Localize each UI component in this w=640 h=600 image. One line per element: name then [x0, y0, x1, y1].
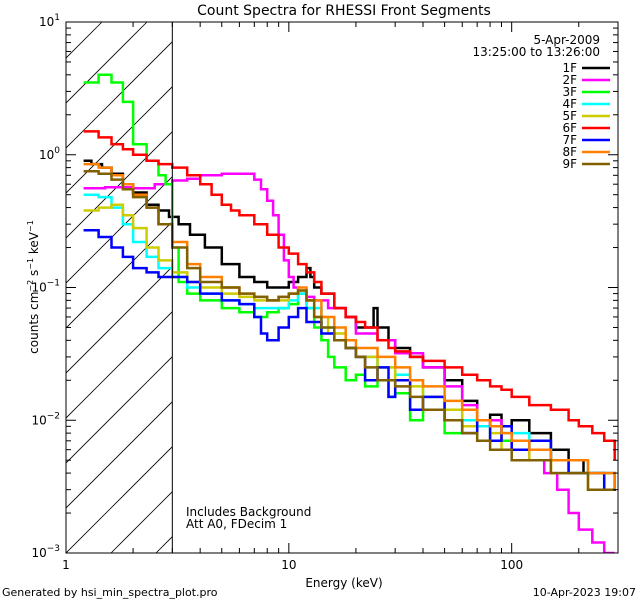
y-label-base: counts cm [27, 292, 41, 354]
series-9F [83, 170, 615, 491]
y-tick-base: 10 [31, 281, 46, 295]
y-tick-exp: 0 [54, 146, 60, 156]
legend-date: 5-Apr-2009 [533, 33, 600, 47]
y-label-mid1: s [27, 270, 41, 280]
footer-timestamp: 10-Apr-2023 19:07 [533, 586, 636, 599]
legend-label-1F: 1F [562, 61, 577, 75]
legend-label-9F: 9F [562, 157, 577, 171]
hatch-line [66, 356, 173, 464]
annotation-background: Includes Background [186, 505, 311, 519]
hatch-line [66, 401, 173, 509]
y-axis-label: counts cm−2 s−1 keV−1 [26, 220, 41, 354]
legend-label-4F: 4F [562, 97, 577, 111]
legend-label-3F: 3F [562, 85, 577, 99]
annotation-attenuator: Att A0, FDecim 1 [186, 517, 287, 531]
series-6F [83, 130, 616, 461]
x-tick-label: 10 [281, 558, 296, 572]
hatch-line [66, 446, 173, 553]
y-tick-base: 10 [31, 413, 46, 427]
y-tick-label: 101 [39, 13, 60, 29]
footer-generated-by: Generated by hsi_min_spectra_plot.pro [2, 586, 218, 599]
series-lines [83, 73, 616, 553]
y-tick-base: 10 [39, 148, 54, 162]
y-label-exp1: −2 [26, 280, 35, 292]
hatch-region [66, 22, 173, 553]
y-tick-exp: 1 [54, 13, 60, 23]
y-label-exp3: −1 [26, 220, 35, 232]
legend-label-7F: 7F [562, 133, 577, 147]
legend-label-8F: 8F [562, 145, 577, 159]
x-axis-label: Energy (keV) [305, 576, 382, 590]
plot-frame [65, 21, 619, 554]
hatch-line [66, 41, 173, 149]
legend-time-range: 13:25:00 to 13:26:00 [473, 45, 600, 59]
y-tick-label: 10−1 [31, 279, 60, 295]
hatch-line [66, 86, 173, 194]
y-label-mid2: keV [27, 231, 41, 258]
legend-label-2F: 2F [562, 73, 577, 87]
y-tick-label: 10−3 [31, 544, 60, 560]
series-3F [83, 73, 615, 491]
y-tick-label: 100 [39, 146, 60, 162]
hatch-line [66, 266, 173, 374]
legend-label-6F: 6F [562, 121, 577, 135]
x-tick-label: 1 [62, 558, 70, 572]
series-4F [83, 193, 616, 490]
legend-label-5F: 5F [562, 109, 577, 123]
hatch-line [66, 221, 173, 329]
y-tick-label: 10−2 [31, 411, 60, 427]
y-tick-base: 10 [31, 546, 46, 560]
x-tick-label: 100 [500, 558, 523, 572]
y-tick-base: 10 [39, 15, 54, 29]
y-tick-exp: −3 [47, 544, 60, 554]
y-tick-exp: −2 [47, 411, 60, 421]
chart-title: Count Spectra for RHESSI Front Segments [197, 3, 491, 19]
y-tick-exp: −1 [47, 279, 60, 289]
y-label-exp2: −1 [26, 258, 35, 270]
